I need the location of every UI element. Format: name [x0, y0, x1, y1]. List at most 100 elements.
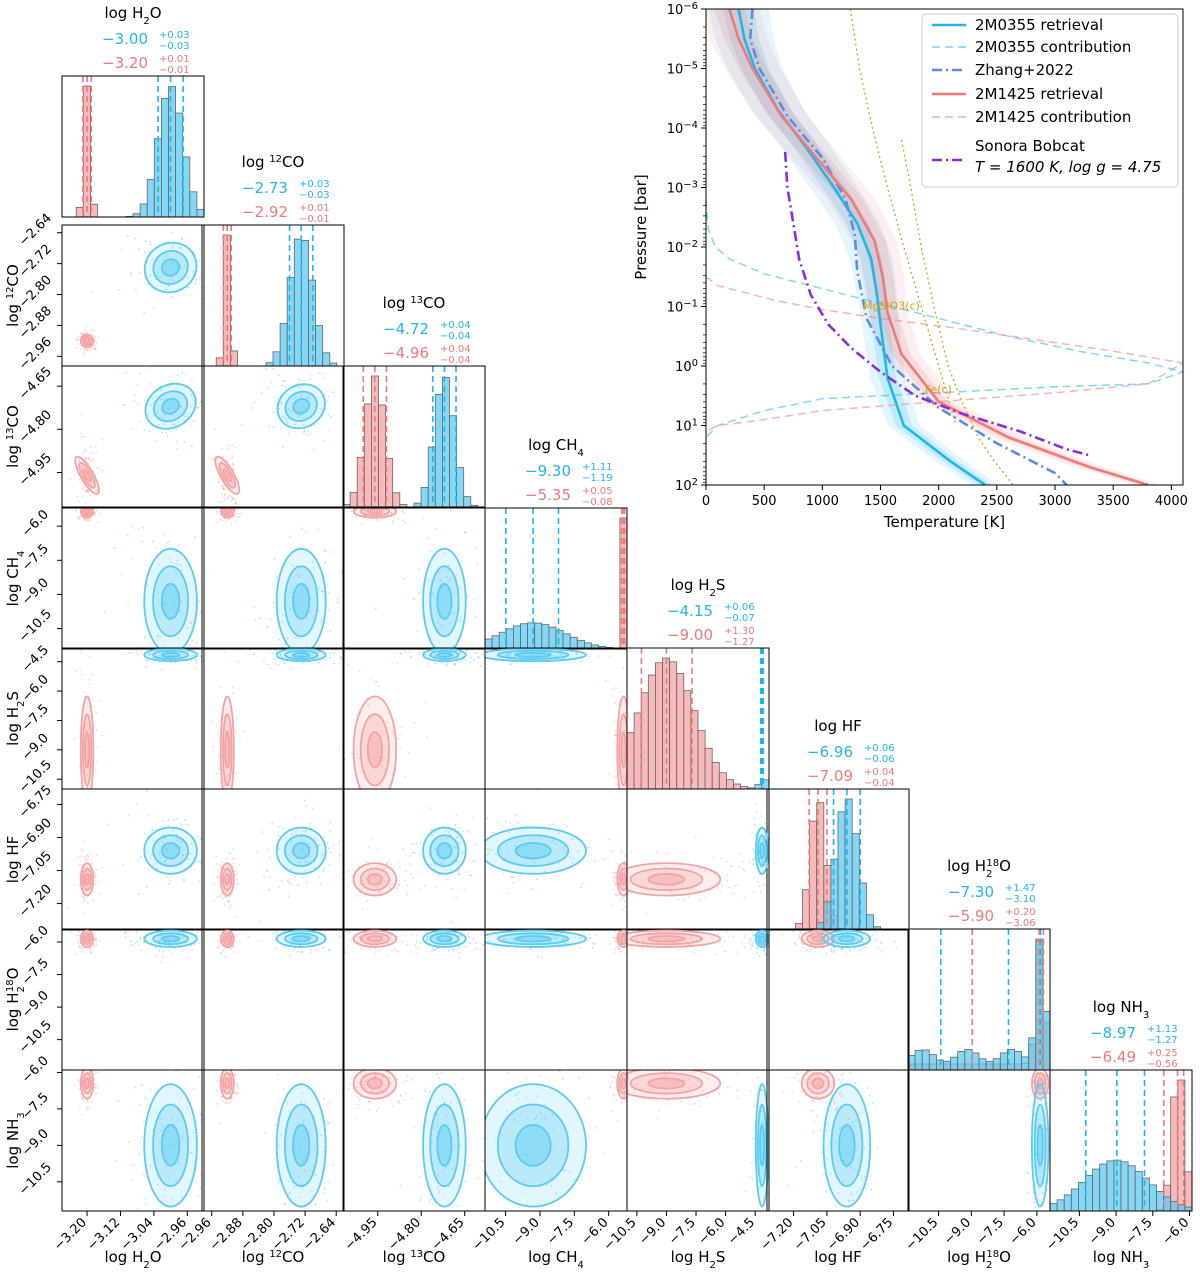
blue-hist-bar-12 — [851, 833, 860, 931]
blue-sample — [288, 1065, 290, 1067]
red-sample — [231, 502, 233, 504]
blue-sample — [399, 924, 401, 926]
blue-value-nh3: −8.97 — [1090, 1024, 1136, 1042]
red-sample — [376, 865, 379, 867]
blue-sample — [161, 358, 163, 360]
blue-sample — [753, 877, 756, 879]
red-sample — [85, 458, 87, 461]
blue-sample — [418, 591, 420, 594]
blue-sample — [240, 423, 243, 426]
blue-sample — [290, 591, 293, 594]
red-contour-mid — [359, 713, 390, 787]
scatter-panel-co12-co13 — [201, 365, 345, 508]
red-sample — [652, 859, 655, 862]
red-hist-bar-13 — [718, 772, 727, 790]
blue-sample — [289, 955, 292, 958]
red-sample — [568, 947, 570, 949]
scatter-panel-co12-ch4 — [201, 502, 345, 650]
red-sample — [93, 798, 95, 800]
blue-sample — [149, 642, 152, 645]
blue-sample — [465, 664, 467, 666]
blue-sample — [347, 659, 349, 661]
red-sample — [81, 1096, 83, 1099]
red-hist-bar-7 — [392, 492, 401, 508]
blue-sample — [300, 836, 302, 839]
blue-sample — [282, 380, 285, 382]
blue-sample — [478, 1038, 480, 1040]
red-sample — [225, 891, 227, 894]
red-sample — [671, 885, 673, 888]
blue-sample — [168, 882, 171, 885]
blue-hist-bar-6 — [950, 1056, 959, 1071]
blue-sample — [166, 1212, 168, 1214]
red-sample — [85, 490, 88, 492]
blue-sample — [280, 402, 283, 404]
red-sample — [348, 930, 351, 933]
red-sample — [97, 336, 100, 339]
red-value-h2s: −9.00 — [667, 626, 713, 644]
blue-sample — [278, 407, 281, 410]
blue-sample — [324, 408, 327, 411]
red-sample — [221, 504, 223, 506]
blue-sample — [300, 411, 303, 413]
red-sample — [236, 1085, 239, 1088]
blue-sample — [253, 401, 256, 404]
blue-sample — [469, 942, 472, 945]
blue-sample — [330, 551, 333, 553]
red-sample — [233, 857, 236, 860]
red-sample — [628, 835, 630, 837]
red-contour-inner — [366, 1077, 383, 1090]
red-sample — [613, 871, 616, 874]
blue-sample — [177, 637, 180, 640]
blue-sample — [143, 429, 146, 431]
red-sample — [84, 729, 87, 732]
param-title-nh3: log NH3 — [1093, 998, 1150, 1021]
param-title-h2o: log H2O — [104, 4, 161, 27]
red-sample — [383, 880, 386, 883]
red-sample — [226, 724, 229, 727]
red-sample — [412, 1067, 414, 1069]
blue-sample — [433, 655, 436, 657]
blue-sample — [756, 810, 758, 813]
param-title-hf: log HF — [814, 717, 862, 735]
blue-sample — [266, 625, 269, 627]
red-sample — [82, 920, 84, 922]
blue-sample — [162, 950, 165, 953]
blue-sample — [133, 400, 136, 403]
blue-sample — [470, 1215, 472, 1217]
blue-sample — [126, 534, 129, 536]
blue-sample — [431, 949, 433, 952]
blue-sample — [479, 942, 481, 944]
blue-sample — [753, 817, 756, 820]
blue-sample — [275, 1123, 277, 1126]
red-sample — [76, 1078, 79, 1081]
red-hist-bar-3 — [647, 674, 656, 790]
blue-sample — [266, 663, 269, 666]
blue-sample — [751, 858, 754, 861]
red-sample — [78, 479, 81, 481]
blue-sample — [501, 872, 504, 875]
blue-sample — [472, 860, 475, 862]
blue-sample — [169, 405, 171, 408]
red-sample — [85, 854, 88, 857]
red-sample — [620, 1101, 623, 1104]
blue-sample — [441, 838, 444, 841]
blue-contour-inner — [436, 935, 453, 943]
red-sample — [93, 945, 95, 948]
blue-sample — [309, 822, 312, 825]
red-sample — [235, 934, 238, 937]
red-sample — [79, 947, 82, 950]
blue-sample — [324, 561, 326, 564]
red-sample — [83, 347, 86, 350]
blue-sample — [440, 861, 443, 864]
red-hist-bar-11 — [704, 747, 713, 790]
blue-sample — [609, 1086, 612, 1088]
blue-sample — [138, 1153, 140, 1156]
red-sample — [617, 790, 619, 792]
red-contour-outer — [627, 862, 722, 897]
blue-sample — [457, 1204, 460, 1207]
blue-sample — [405, 891, 408, 894]
red-sample — [395, 1073, 398, 1076]
red-sample — [623, 871, 626, 874]
red-sample — [409, 951, 412, 954]
